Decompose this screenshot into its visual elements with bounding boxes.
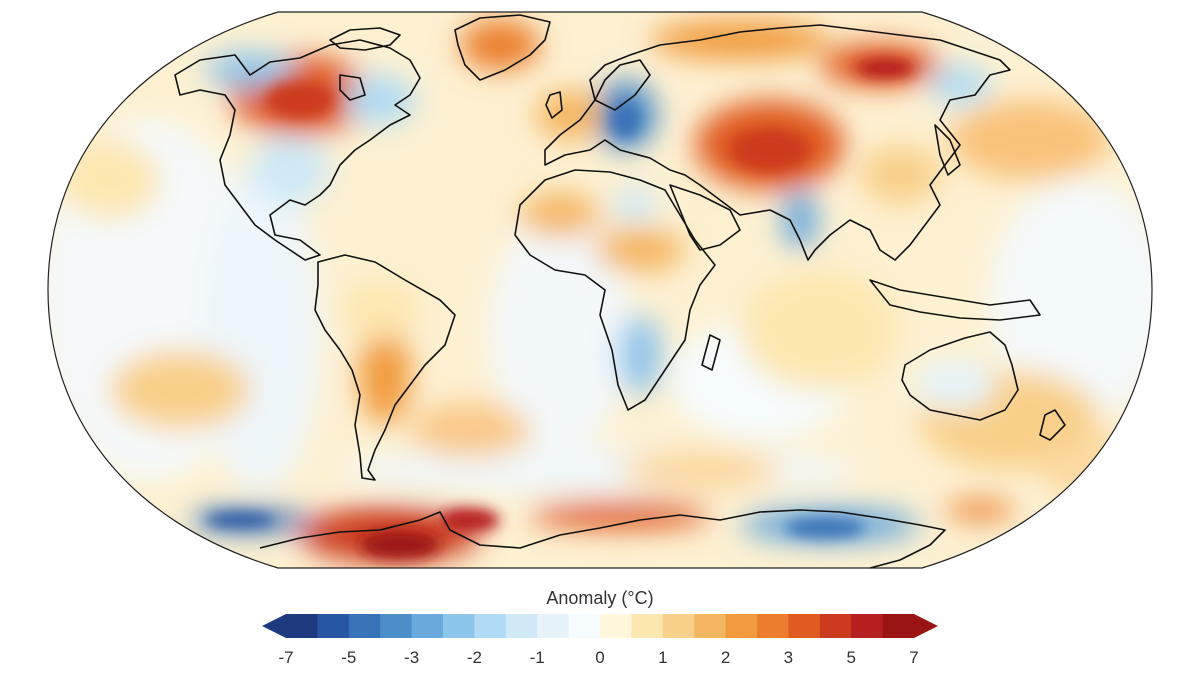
colorbar-swatch	[443, 614, 475, 638]
colorbar-swatch	[851, 614, 884, 638]
colorbar-swatch	[411, 614, 444, 638]
anomaly-field	[48, 12, 1152, 568]
colorbar	[262, 614, 938, 638]
coast-antarctica	[259, 509, 946, 569]
colorbar-tick-label: 7	[909, 648, 919, 667]
world-map	[47, 11, 1153, 569]
colorbar-tick-label: 0	[595, 648, 605, 667]
colorbar-swatch	[474, 614, 507, 638]
coast-africa	[514, 169, 716, 411]
colorbar-tick-label: 1	[658, 648, 668, 667]
colorbar-tick-label: 2	[720, 648, 731, 667]
colorbar-swatch	[286, 614, 318, 638]
colorbar-swatch	[694, 614, 727, 638]
coast-scandinavia	[594, 59, 651, 111]
colorbar-swatch	[568, 614, 601, 638]
colorbar-swatch	[788, 614, 821, 638]
colorbar-swatch	[882, 614, 915, 638]
coast-new-zealand	[1039, 409, 1066, 441]
colorbar-tick-label: -2	[466, 648, 482, 667]
colorbar-tick-label: -7	[278, 648, 294, 667]
colorbar-extend-max	[914, 614, 938, 638]
colorbar-swatch	[757, 614, 789, 638]
globe-outline	[47, 11, 1153, 569]
coast-arctic-islands	[329, 27, 401, 101]
coast-indonesia	[869, 279, 1041, 321]
colorbar-swatch	[537, 614, 570, 638]
coast-eurasia	[544, 24, 1011, 261]
colorbar-swatch	[505, 614, 538, 638]
colorbar-swatch	[662, 614, 695, 638]
coast-australia	[901, 331, 1019, 421]
colorbar-tick-label: -1	[529, 648, 545, 667]
coastlines	[174, 14, 1066, 569]
colorbar-swatch	[600, 614, 632, 638]
colorbar-tick-label: -5	[341, 648, 357, 667]
colorbar-swatch	[380, 614, 413, 638]
map-svg	[47, 11, 1153, 569]
coast-madagascar	[701, 334, 721, 371]
coast-north-america	[174, 39, 421, 261]
coast-greenland	[454, 14, 551, 81]
coast-arabia	[669, 184, 741, 251]
colorbar-swatch	[819, 614, 852, 638]
coast-south-america	[314, 254, 456, 481]
colorbar-swatch	[725, 614, 758, 638]
coast-japan	[934, 124, 961, 176]
colorbar-tick-label: 3	[783, 648, 794, 667]
legend: Anomaly (°C) -7 -5 -3 -2 -1 0 1 2 3 5 7	[0, 580, 1200, 675]
colorbar-tick-label: -3	[404, 648, 420, 667]
legend-title: Anomaly (°C)	[546, 588, 654, 608]
colorbar-tick-label: 5	[846, 648, 856, 667]
colorbar-swatch	[631, 614, 664, 638]
colorbar-swatch	[317, 614, 350, 638]
colorbar-swatch	[348, 614, 381, 638]
coast-uk	[545, 91, 563, 119]
colorbar-extend-min	[262, 614, 286, 638]
